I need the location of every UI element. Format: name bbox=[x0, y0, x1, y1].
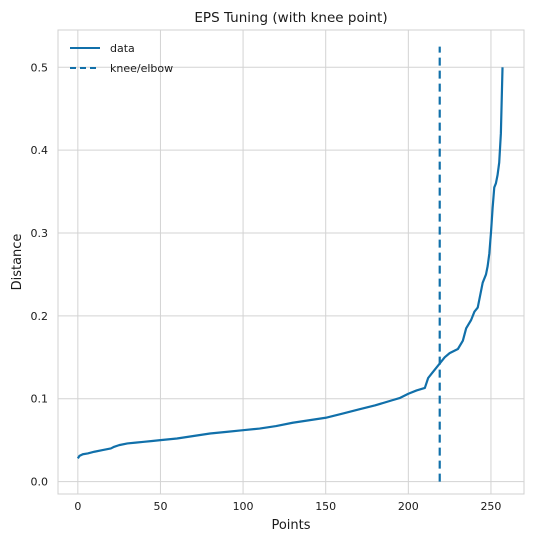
y-tick-label: 0.5 bbox=[31, 61, 49, 74]
x-tick-label: 150 bbox=[315, 500, 336, 513]
legend-label-knee: knee/elbow bbox=[110, 62, 173, 75]
y-tick-label: 0.2 bbox=[31, 310, 49, 323]
y-tick-label: 0.3 bbox=[31, 227, 49, 240]
chart-title: EPS Tuning (with knee point) bbox=[194, 10, 387, 26]
legend-label-data: data bbox=[110, 42, 135, 55]
x-axis-label: Points bbox=[271, 518, 310, 533]
x-tick-label: 250 bbox=[480, 500, 501, 513]
x-tick-label: 100 bbox=[233, 500, 254, 513]
y-tick-labels: 0.0 0.1 0.2 0.3 0.4 0.5 bbox=[31, 61, 49, 488]
y-tick-label: 0.4 bbox=[31, 144, 49, 157]
plot-area bbox=[57, 29, 525, 495]
series-layer bbox=[76, 46, 504, 482]
grid bbox=[58, 30, 524, 494]
data-series-line bbox=[76, 67, 504, 459]
y-tick-label: 0.0 bbox=[31, 476, 49, 489]
legend: data knee/elbow bbox=[70, 42, 173, 75]
x-tick-label: 50 bbox=[153, 500, 167, 513]
y-axis-label: Distance bbox=[10, 234, 25, 291]
x-tick-label: 200 bbox=[398, 500, 419, 513]
x-tick-label: 0 bbox=[74, 500, 81, 513]
y-tick-label: 0.1 bbox=[31, 393, 49, 406]
x-tick-labels: 0 50 100 150 200 250 bbox=[74, 500, 501, 513]
